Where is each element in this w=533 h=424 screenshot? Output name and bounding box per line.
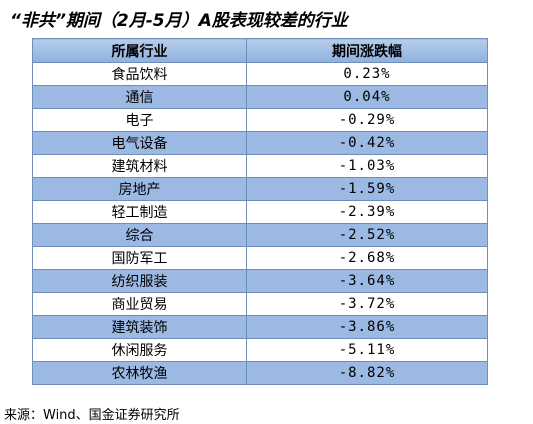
table-row: 食品饮料 0.23% xyxy=(32,62,488,86)
industry-cell: 通信 xyxy=(32,85,247,109)
table-row: 电子 -0.29% xyxy=(32,108,488,132)
table-row: 通信 0.04% xyxy=(32,85,488,109)
change-cell: -5.11% xyxy=(246,338,488,362)
industry-cell: 电气设备 xyxy=(32,131,247,155)
header-cell: 期间涨跌幅 xyxy=(246,38,488,63)
table-row: 综合 -2.52% xyxy=(32,223,488,247)
change-cell: -3.64% xyxy=(246,269,488,293)
header-row: 所属行业 期间涨跌幅 xyxy=(32,38,488,63)
table-row: 电气设备 -0.42% xyxy=(32,131,488,155)
change-cell: -0.42% xyxy=(246,131,488,155)
industry-cell: 建筑材料 xyxy=(32,154,247,178)
table-row: 商业贸易 -3.72% xyxy=(32,292,488,316)
table: 所属行业 期间涨跌幅 食品饮料 0.23% 通信 0.04% 电子 -0.29% 电气设备 -… xyxy=(32,38,488,385)
table-row: 房地产 -1.59% xyxy=(32,177,488,201)
table-row: 轻工制造 -2.39% xyxy=(32,200,488,224)
source-note: 来源：Wind、国金证券研究所 xyxy=(4,408,180,423)
change-cell: -1.59% xyxy=(246,177,488,201)
change-cell: -3.86% xyxy=(246,315,488,339)
industry-cell: 建筑装饰 xyxy=(32,315,247,339)
industry-cell: 商业贸易 xyxy=(32,292,247,316)
change-cell: 0.04% xyxy=(246,85,488,109)
change-cell: -2.39% xyxy=(246,200,488,224)
industry-cell: 房地产 xyxy=(32,177,247,201)
table-row: 建筑材料 -1.03% xyxy=(32,154,488,178)
change-cell: -1.03% xyxy=(246,154,488,178)
table-row: 国防军工 -2.68% xyxy=(32,246,488,270)
industry-cell: 农林牧渔 xyxy=(32,361,247,385)
industry-cell: 休闲服务 xyxy=(32,338,247,362)
change-cell: 0.23% xyxy=(246,62,488,86)
industry-cell: 电子 xyxy=(32,108,247,132)
change-cell: -3.72% xyxy=(246,292,488,316)
table-row: 休闲服务 -5.11% xyxy=(32,338,488,362)
change-cell: -2.68% xyxy=(246,246,488,270)
table-row: 农林牧渔 -8.82% xyxy=(32,361,488,385)
table-row: 纺织服装 -3.64% xyxy=(32,269,488,293)
industry-cell: 综合 xyxy=(32,223,247,247)
table-row: 建筑装饰 -3.86% xyxy=(32,315,488,339)
change-cell: -2.52% xyxy=(246,223,488,247)
industry-cell: 纺织服装 xyxy=(32,269,247,293)
industry-cell: 轻工制造 xyxy=(32,200,247,224)
title: “非共”期间（2月-5月）A股表现较差的行业 xyxy=(10,11,348,31)
change-cell: -0.29% xyxy=(246,108,488,132)
industry-cell: 食品饮料 xyxy=(32,62,247,86)
header-cell: 所属行业 xyxy=(32,38,247,63)
industry-cell: 国防军工 xyxy=(32,246,247,270)
change-cell: -8.82% xyxy=(246,361,488,385)
